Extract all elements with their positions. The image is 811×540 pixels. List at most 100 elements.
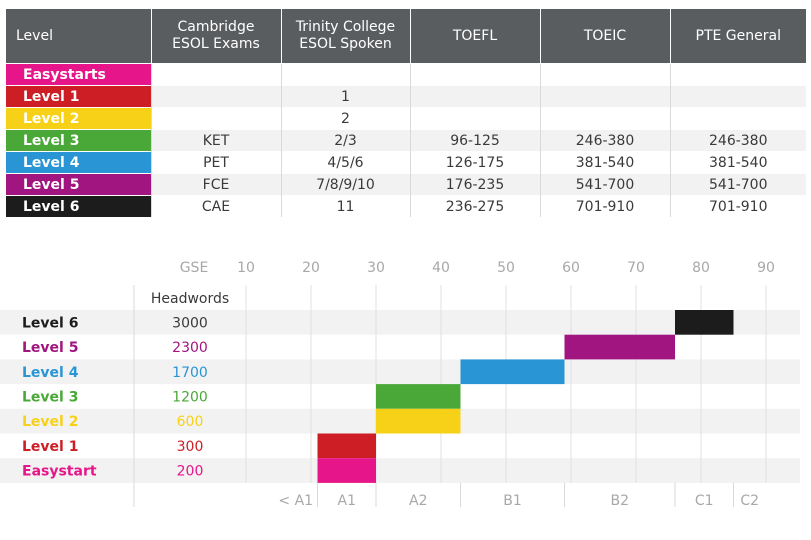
cell-cambridge: FCE — [150, 173, 281, 196]
headwords-value: 1200 — [172, 389, 208, 405]
cell-toeic: 381-540 — [539, 151, 670, 174]
gse-level-chart: GSE 10 20 30 40 50 60 70 80 90 Headwords Level 6 300… — [0, 260, 800, 509]
header-pte: PTE General — [669, 9, 806, 64]
level-badge: Level 1 — [6, 85, 151, 108]
level-bar — [317, 433, 376, 459]
row-stripe — [0, 458, 800, 483]
cell-trinity — [280, 63, 410, 86]
table-row: Level 5 FCE 7/8/9/10 176-235 541-700 541-700 — [6, 173, 806, 196]
header-level: Level — [6, 9, 151, 64]
series-label: Level 2 — [22, 414, 78, 430]
level-bar — [564, 334, 675, 360]
cell-pte: 701-910 — [669, 195, 806, 217]
cell-cambridge — [150, 63, 281, 86]
cell-toeic — [539, 63, 670, 86]
table-row: Level 1 1 — [6, 85, 806, 108]
series-label: Level 6 — [22, 315, 78, 331]
level-badge: Easystarts — [6, 63, 151, 86]
level-badge: Level 5 — [6, 173, 151, 196]
cell-cambridge — [150, 85, 281, 108]
cefr-label: B2 — [610, 493, 629, 509]
cefr-label: A1 — [338, 493, 356, 509]
level-bar — [376, 384, 461, 409]
table-header-row: Level Cambridge ESOL Exams Trinity Colleg… — [6, 9, 806, 64]
cell-pte — [669, 85, 806, 108]
table-row: Level 2 2 — [6, 107, 806, 130]
cell-toefl — [409, 63, 540, 86]
cell-trinity: 2/3 — [280, 129, 410, 152]
row-stripe — [0, 310, 800, 335]
cell-toefl: 236-275 — [409, 195, 540, 217]
level-bar — [460, 359, 565, 385]
x-tick-label: 50 — [497, 260, 515, 276]
cefr-label: C1 — [695, 493, 714, 509]
headwords-value: 3000 — [172, 315, 208, 331]
cell-toeic: 541-700 — [539, 173, 670, 196]
headwords-value: 600 — [177, 414, 204, 430]
level-bar — [376, 408, 461, 434]
headwords-value: 300 — [177, 439, 204, 455]
cell-trinity: 1 — [280, 85, 410, 108]
cell-trinity: 2 — [280, 107, 410, 130]
cefr-label: C2 — [740, 493, 759, 509]
cell-toefl: 96-125 — [409, 129, 540, 152]
cell-cambridge: KET — [150, 129, 281, 152]
cell-toefl: 126-175 — [409, 151, 540, 174]
x-tick-label: 20 — [302, 260, 320, 276]
cell-cambridge: CAE — [150, 195, 281, 217]
level-bar — [675, 310, 734, 335]
cefr-label: B1 — [503, 493, 522, 509]
series-label: Level 3 — [22, 389, 78, 405]
exam-equivalence-table-wrapper: Level Cambridge ESOL Exams Trinity Colleg… — [6, 9, 806, 217]
cell-toefl — [409, 85, 540, 108]
cell-pte: 246-380 — [669, 129, 806, 152]
cell-pte: 541-700 — [669, 173, 806, 196]
x-axis-label: GSE — [180, 260, 209, 276]
exam-equivalence-table: Level Cambridge ESOL Exams Trinity Colleg… — [6, 9, 806, 217]
cefr-label: < A1 — [278, 493, 313, 509]
x-tick-label: 70 — [627, 260, 645, 276]
header-cambridge: Cambridge ESOL Exams — [150, 9, 281, 64]
cell-cambridge: PET — [150, 151, 281, 174]
table-row: Level 3 KET 2/3 96-125 246-380 246-380 — [6, 129, 806, 152]
table-row: Level 6 CAE 11 236-275 701-910 701-910 — [6, 195, 806, 217]
level-badge: Level 2 — [6, 107, 151, 130]
cell-pte — [669, 63, 806, 86]
cell-pte: 381-540 — [669, 151, 806, 174]
series-label: Level 4 — [22, 365, 79, 381]
series-label: Easystart — [22, 464, 97, 480]
cell-cambridge — [150, 107, 281, 130]
row-stripe — [0, 359, 800, 385]
x-tick-label: 40 — [432, 260, 450, 276]
headwords-heading: Headwords — [151, 291, 229, 307]
x-tick-label: 30 — [367, 260, 385, 276]
cell-trinity: 11 — [280, 195, 410, 217]
series-label: Level 1 — [22, 439, 78, 455]
header-toefl: TOEFL — [409, 9, 540, 64]
level-badge: Level 3 — [6, 129, 151, 152]
table-row: Level 4 PET 4/5/6 126-175 381-540 381-540 — [6, 151, 806, 174]
headwords-value: 2300 — [172, 340, 208, 356]
level-badge: Level 6 — [6, 195, 151, 217]
headwords-value: 1700 — [172, 365, 208, 381]
cell-trinity: 7/8/9/10 — [280, 173, 410, 196]
x-tick-label: 60 — [562, 260, 580, 276]
header-toeic: TOEIC — [539, 9, 670, 64]
x-tick-label: 90 — [757, 260, 775, 276]
x-tick-label: 80 — [692, 260, 710, 276]
headwords-value: 200 — [177, 464, 204, 480]
cell-toeic — [539, 107, 670, 130]
level-bar — [317, 458, 376, 483]
cell-pte — [669, 107, 806, 130]
cell-trinity: 4/5/6 — [280, 151, 410, 174]
cell-toeic — [539, 85, 670, 108]
cefr-label: A2 — [409, 493, 427, 509]
table-body: Easystarts Level 1 1 Level 2 2 Level 3 KET 2/3 9… — [6, 63, 806, 217]
table-row: Easystarts — [6, 63, 806, 86]
cell-toeic: 701-910 — [539, 195, 670, 217]
x-tick-label: 10 — [237, 260, 255, 276]
level-badge: Level 4 — [6, 151, 151, 174]
series-label: Level 5 — [22, 340, 78, 356]
cell-toefl — [409, 107, 540, 130]
header-trinity: Trinity College ESOL Spoken — [280, 9, 410, 64]
